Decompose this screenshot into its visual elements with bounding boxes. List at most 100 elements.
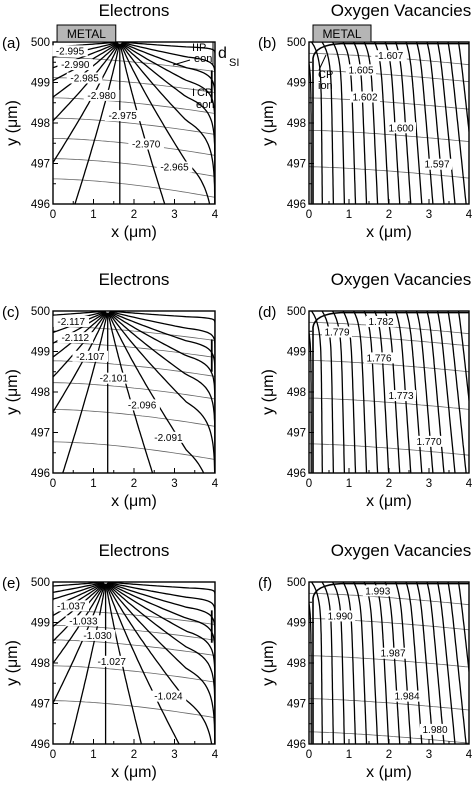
x-tick-label: 2 (131, 478, 137, 490)
flux-line (342, 311, 357, 473)
annotation: ion (318, 80, 333, 92)
flux-line (109, 311, 215, 441)
thin-contour (53, 441, 215, 460)
x-axis-label: x (μm) (366, 224, 412, 241)
contour-value-label: -2.091 (154, 433, 183, 444)
y-tick-label: 499 (31, 78, 50, 90)
x-tick-label: 1 (90, 209, 96, 221)
y-tick-label: 500 (31, 37, 50, 49)
annotation: eon (194, 53, 212, 65)
flux-line (311, 582, 323, 744)
flux-line (468, 42, 469, 48)
contour-value-label: 1.990 (328, 611, 353, 622)
panel-title: Oxygen Vacancies (331, 541, 471, 560)
contour-value-label: -2.975 (108, 111, 137, 122)
x-axis-label: x (μm) (111, 764, 157, 781)
flux-line (321, 311, 335, 473)
flux-line (121, 42, 215, 172)
panel-label: (b) (258, 35, 276, 52)
panel-title: Oxygen Vacancies (331, 1, 471, 20)
contour-value-label: 1.980 (422, 725, 447, 736)
panel-title: Electrons (99, 270, 170, 289)
flux-line (119, 43, 166, 204)
flux-line (332, 42, 346, 204)
contour-value-label: -1.024 (154, 692, 183, 703)
flux-line (405, 582, 423, 744)
flux-line (53, 43, 120, 164)
contour-value-label: -2.995 (56, 46, 85, 57)
y-axis-label: y (μm) (4, 100, 21, 146)
contour-value-label: 1.782 (368, 317, 393, 328)
contour-value-label: -1.607 (375, 51, 404, 62)
panel-label: (e) (2, 575, 20, 592)
y-tick-label: 496 (31, 199, 50, 211)
y-tick-label: 497 (31, 428, 50, 440)
flux-line (415, 582, 434, 744)
panel-label: (f) (258, 575, 272, 592)
contour-value-label: -1.033 (69, 616, 98, 627)
flux-line (457, 582, 469, 677)
y-tick-label: 499 (287, 78, 306, 90)
x-tick-label: 3 (426, 209, 432, 221)
annotation: I (192, 42, 195, 54)
panel-label: (a) (2, 35, 20, 52)
flux-line (109, 311, 215, 473)
corner-line (312, 582, 469, 744)
y-tick-label: 498 (287, 118, 306, 130)
x-tick-label: 4 (466, 478, 473, 490)
x-tick-label: 1 (346, 749, 352, 761)
flux-line (311, 311, 323, 473)
contour-value-label: -2.096 (128, 400, 157, 411)
x-tick-label: 2 (386, 749, 392, 761)
flux-line (53, 582, 104, 587)
contour-lines (53, 311, 215, 473)
panel-title: Electrons (99, 1, 170, 20)
thin-contour (309, 129, 469, 142)
flux-line (384, 582, 401, 744)
x-tick-label: 3 (426, 478, 432, 490)
thin-contour (309, 397, 469, 410)
thin-contour (53, 97, 215, 114)
flux-line (457, 311, 469, 406)
annotation: d (218, 45, 227, 62)
flux-line (109, 311, 215, 356)
x-tick-label: 4 (212, 749, 219, 761)
flux-line (53, 583, 106, 643)
flux-line (74, 43, 121, 204)
x-tick-label: 4 (212, 209, 219, 221)
flux-line (107, 312, 205, 473)
y-tick-label: 496 (31, 739, 50, 751)
contour-value-label: -2.970 (132, 139, 161, 150)
contour-value-label: -2.107 (76, 352, 105, 363)
x-axis-label: x (μm) (111, 493, 157, 510)
y-tick-label: 499 (287, 347, 306, 359)
x-tick-label: 1 (346, 478, 352, 490)
y-tick-label: 498 (31, 387, 50, 399)
y-axis-label: y (μm) (4, 369, 21, 415)
flux-line (436, 582, 456, 744)
annotation: SI (229, 57, 239, 69)
flux-line (108, 311, 215, 473)
flux-line (468, 582, 469, 588)
y-tick-label: 500 (31, 577, 50, 589)
x-axis-label: x (μm) (111, 224, 157, 241)
flux-line (342, 582, 357, 744)
y-tick-label: 498 (31, 118, 50, 130)
panel-label: (c) (2, 304, 20, 321)
contour-value-label: -2.101 (100, 374, 129, 385)
x-tick-label: 0 (306, 749, 312, 761)
x-tick-label: 3 (426, 749, 432, 761)
x-tick-label: 3 (171, 749, 177, 761)
y-tick-label: 497 (287, 428, 306, 440)
flux-line (363, 311, 379, 473)
flux-line (332, 582, 346, 744)
contour-value-label: -2.112 (61, 333, 89, 344)
y-tick-label: 497 (287, 699, 306, 711)
flux-line (121, 42, 215, 87)
flux-line (120, 43, 215, 204)
flux-line (107, 312, 154, 473)
flux-line (373, 311, 390, 473)
flux-line (120, 42, 215, 204)
panel-3: 0 1 2 3 4 496 497 498 499 500 x (μm) y (μm) Electron… (2, 270, 219, 510)
metal-electrode (312, 24, 372, 43)
